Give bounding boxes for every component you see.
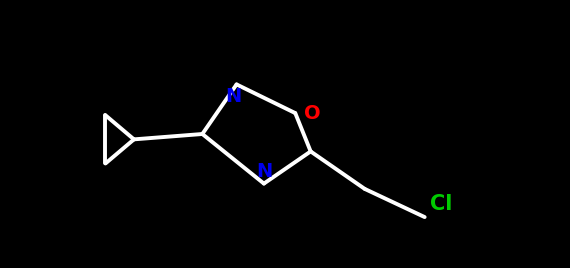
Text: Cl: Cl (430, 194, 453, 214)
Text: O: O (304, 104, 320, 122)
Text: N: N (256, 162, 272, 181)
Text: N: N (226, 87, 242, 106)
